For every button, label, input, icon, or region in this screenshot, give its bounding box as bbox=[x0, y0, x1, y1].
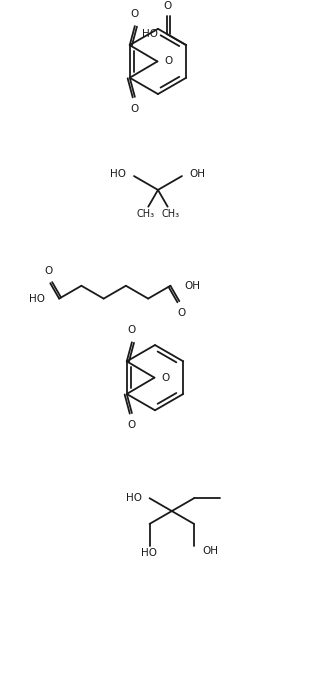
Text: O: O bbox=[164, 57, 173, 66]
Text: O: O bbox=[131, 9, 139, 19]
Text: O: O bbox=[131, 104, 139, 114]
Text: HO: HO bbox=[141, 548, 156, 557]
Text: OH: OH bbox=[190, 169, 206, 179]
Text: OH: OH bbox=[202, 546, 218, 555]
Text: HO: HO bbox=[126, 493, 142, 503]
Text: O: O bbox=[177, 308, 185, 318]
Text: O: O bbox=[44, 266, 53, 276]
Text: CH₃: CH₃ bbox=[161, 209, 180, 219]
Text: CH₃: CH₃ bbox=[136, 209, 154, 219]
Text: O: O bbox=[128, 420, 136, 430]
Text: O: O bbox=[128, 326, 136, 335]
Text: OH: OH bbox=[184, 280, 200, 291]
Text: HO: HO bbox=[29, 293, 45, 304]
Text: O: O bbox=[161, 373, 169, 382]
Text: HO: HO bbox=[142, 29, 157, 39]
Text: HO: HO bbox=[110, 169, 126, 179]
Text: O: O bbox=[163, 1, 171, 10]
